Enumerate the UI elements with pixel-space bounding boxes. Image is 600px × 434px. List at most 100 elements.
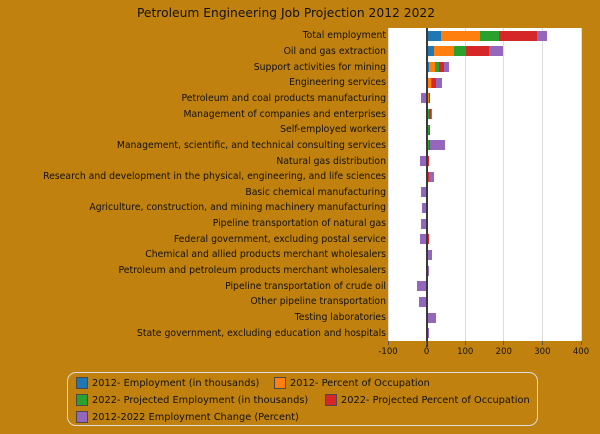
bar-segment <box>419 156 427 167</box>
x-tick <box>541 341 543 345</box>
bar-segment <box>427 249 429 260</box>
legend-label: 2022- Projected Employment (in thousands… <box>92 394 309 406</box>
bar-segment <box>420 187 427 198</box>
bar-segment <box>438 62 444 73</box>
bar-segment <box>426 93 429 104</box>
bar-segment <box>434 46 455 57</box>
legend-item: 2012- Percent of Occupation <box>274 377 430 389</box>
bar-segment <box>427 312 429 323</box>
x-tick-label: -100 <box>378 347 398 357</box>
category-label: Management of companies and enterprises <box>183 108 386 120</box>
gridline <box>464 28 466 341</box>
legend: 2012- Employment (in thousands) 2012- Per… <box>67 372 538 426</box>
category-label: Support activities for mining <box>253 61 386 73</box>
bar-segment <box>428 171 429 182</box>
gridline <box>541 28 543 341</box>
bar-segment <box>441 30 481 41</box>
bar-segment <box>443 62 449 73</box>
legend-label: 2022- Projected Percent of Occupation <box>341 394 530 406</box>
x-tick-label: 100 <box>457 347 474 357</box>
bar-segment <box>428 62 435 73</box>
x-tick-label: 400 <box>572 347 590 357</box>
x-tick <box>580 341 582 345</box>
bar-segment <box>436 77 443 88</box>
category-label: Petroleum and coal products manufacturin… <box>181 92 386 104</box>
legend-swatch-icon <box>76 411 88 423</box>
x-tick-label: 200 <box>495 347 512 357</box>
gridline <box>580 28 582 341</box>
bar-segment <box>421 202 427 213</box>
legend-swatch-icon <box>76 394 88 406</box>
bar-segment <box>421 218 427 229</box>
category-label: Engineering services <box>289 77 386 89</box>
category-label: Natural gas distribution <box>276 155 386 167</box>
category-label: Other pipeline transportation <box>250 296 386 308</box>
bar-segment <box>498 30 538 41</box>
category-label: Basic chemical manufacturing <box>245 186 386 198</box>
gridline <box>503 28 505 341</box>
legend-swatch-icon <box>76 377 88 389</box>
legend-label: 2012- Employment (in thousands) <box>92 377 260 389</box>
bar-segment <box>429 140 445 151</box>
category-label: Pipeline transportation of crude oil <box>225 280 386 292</box>
bar-segment <box>427 77 431 88</box>
x-tick <box>387 341 389 345</box>
bar-segment <box>428 156 429 167</box>
bar-segment <box>430 77 433 88</box>
category-label: State government, excluding education an… <box>136 327 386 339</box>
chart-title: Petroleum Engineering Job Projection 201… <box>136 6 436 20</box>
x-tick-label: 0 <box>423 347 430 357</box>
bar-segment <box>488 46 503 57</box>
bar-segment <box>426 62 429 73</box>
gridline <box>387 28 389 341</box>
category-label: Federal government, excluding postal ser… <box>173 233 386 245</box>
bar-segment <box>428 234 429 245</box>
category-label: Pipeline transportation of natural gas <box>212 218 386 230</box>
bar-segment <box>428 249 433 260</box>
plot-area <box>387 28 582 347</box>
legend-label: 2012-2022 Employment Change (Percent) <box>92 411 299 423</box>
x-tick <box>426 341 428 345</box>
bar-segment <box>430 109 432 120</box>
bar-segment <box>428 109 431 120</box>
bar-segment <box>416 281 427 292</box>
legend-item: 2022- Projected Percent of Occupation <box>325 394 530 406</box>
category-label: Agriculture, construction, and mining ma… <box>89 202 386 214</box>
category-label: Petroleum and petroleum products merchan… <box>118 265 386 277</box>
bar-segment <box>465 46 489 57</box>
legend-swatch-icon <box>274 377 286 389</box>
bar-segment <box>427 265 430 276</box>
legend-label: 2012- Percent of Occupation <box>290 377 430 389</box>
category-label: Self-employed workers <box>280 124 386 136</box>
bar-segment <box>480 30 499 41</box>
bar-segment <box>420 234 427 245</box>
category-label: Management, scientific, and technical co… <box>116 139 386 151</box>
bar-segment <box>434 62 439 73</box>
bar-segment <box>421 93 427 104</box>
bar-segment <box>428 171 434 182</box>
category-label: Testing laboratories <box>294 312 386 324</box>
bar-segment <box>426 30 442 41</box>
x-tick <box>464 341 466 345</box>
bar-segment <box>418 296 427 307</box>
bar-segment <box>428 93 431 104</box>
x-tick-label: 300 <box>534 347 551 357</box>
bar-segment <box>428 140 430 151</box>
legend-item: 2012-2022 Employment Change (Percent) <box>76 411 299 423</box>
bar-segment <box>454 46 466 57</box>
legend-item: 2012- Employment (in thousands) <box>76 377 259 389</box>
bar-segment <box>428 124 430 135</box>
category-label: Research and development in the physical… <box>43 171 386 183</box>
category-label: Oil and gas extraction <box>283 45 386 57</box>
bar-segment <box>426 46 435 57</box>
x-tick <box>503 341 505 345</box>
bar-segment <box>537 30 548 41</box>
category-label: Chemical and allied products merchant wh… <box>145 249 386 261</box>
legend-item: 2022- Projected Employment (in thousands… <box>76 394 308 406</box>
legend-swatch-icon <box>325 394 337 406</box>
bar-segment <box>432 77 437 88</box>
category-label: Total employment <box>302 30 386 42</box>
bar-segment <box>428 312 437 323</box>
zero-axis-line <box>425 28 428 347</box>
